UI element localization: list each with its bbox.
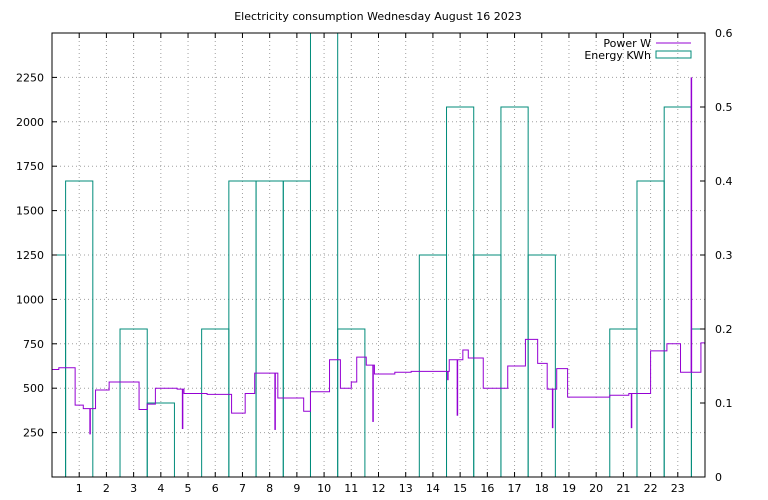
chart-title: Electricity consumption Wednesday August… bbox=[234, 10, 522, 23]
x-tick-label: 11 bbox=[344, 482, 358, 495]
y-right-tick-label: 0.4 bbox=[715, 175, 733, 188]
grid-layer bbox=[52, 33, 705, 477]
y-right-tick-label: 0.6 bbox=[715, 27, 733, 40]
x-tick-label: 7 bbox=[239, 482, 246, 495]
y-right-tick-label: 0.3 bbox=[715, 249, 733, 262]
y-left-tick-label: 2250 bbox=[16, 71, 44, 84]
x-tick-label: 19 bbox=[562, 482, 576, 495]
energy-bar bbox=[119, 328, 148, 478]
legend: Power W Energy KWh bbox=[584, 37, 692, 62]
x-tick-label: 8 bbox=[266, 482, 273, 495]
y-left-tick-label: 1500 bbox=[16, 205, 44, 218]
x-tick-label: 13 bbox=[399, 482, 413, 495]
axes: 1 2 3 4 5 6 7 8 9 10 11 12 13 14 15 16 17 18 19 20 21 22 23250… bbox=[16, 27, 733, 495]
y-left-tick-label: 1750 bbox=[16, 160, 44, 173]
y-left-tick-label: 250 bbox=[23, 427, 44, 440]
energy-bar bbox=[609, 328, 638, 478]
x-tick-label: 9 bbox=[293, 482, 300, 495]
x-tick-label: 1 bbox=[76, 482, 83, 495]
legend-label-energy: Energy KWh bbox=[584, 49, 651, 62]
energy-bar bbox=[337, 328, 366, 478]
x-tick-label: 6 bbox=[212, 482, 219, 495]
x-tick-label: 20 bbox=[589, 482, 603, 495]
x-tick-label: 23 bbox=[671, 482, 685, 495]
y-left-tick-label: 500 bbox=[23, 382, 44, 395]
x-tick-label: 4 bbox=[157, 482, 164, 495]
y-left-tick-label: 750 bbox=[23, 338, 44, 351]
x-tick-label: 5 bbox=[185, 482, 192, 495]
power-line bbox=[52, 336, 706, 414]
x-tick-label: 12 bbox=[372, 482, 386, 495]
x-tick-label: 14 bbox=[426, 482, 440, 495]
x-tick-label: 2 bbox=[103, 482, 110, 495]
energy-bar bbox=[201, 328, 230, 478]
y-right-tick-label: 0 bbox=[715, 471, 722, 484]
y-left-tick-label: 2000 bbox=[16, 116, 44, 129]
x-tick-label: 18 bbox=[535, 482, 549, 495]
legend-label-power: Power W bbox=[603, 37, 651, 50]
energy-bar bbox=[51, 254, 67, 478]
x-tick-label: 16 bbox=[480, 482, 494, 495]
power-series bbox=[52, 77, 706, 435]
legend-swatch-energy bbox=[655, 50, 692, 59]
x-tick-label: 21 bbox=[616, 482, 630, 495]
y-right-tick-label: 0.2 bbox=[715, 323, 733, 336]
x-tick-label: 22 bbox=[644, 482, 658, 495]
x-tick-label: 17 bbox=[508, 482, 522, 495]
y-left-tick-label: 1000 bbox=[16, 293, 44, 306]
x-tick-label: 3 bbox=[130, 482, 137, 495]
y-right-tick-label: 0.5 bbox=[715, 101, 733, 114]
x-tick-label: 10 bbox=[317, 482, 331, 495]
x-tick-label: 15 bbox=[453, 482, 467, 495]
energy-series bbox=[51, 32, 706, 478]
plot-frame bbox=[51, 32, 706, 478]
y-left-tick-label: 1250 bbox=[16, 249, 44, 262]
y-right-tick-label: 0.1 bbox=[715, 397, 733, 410]
